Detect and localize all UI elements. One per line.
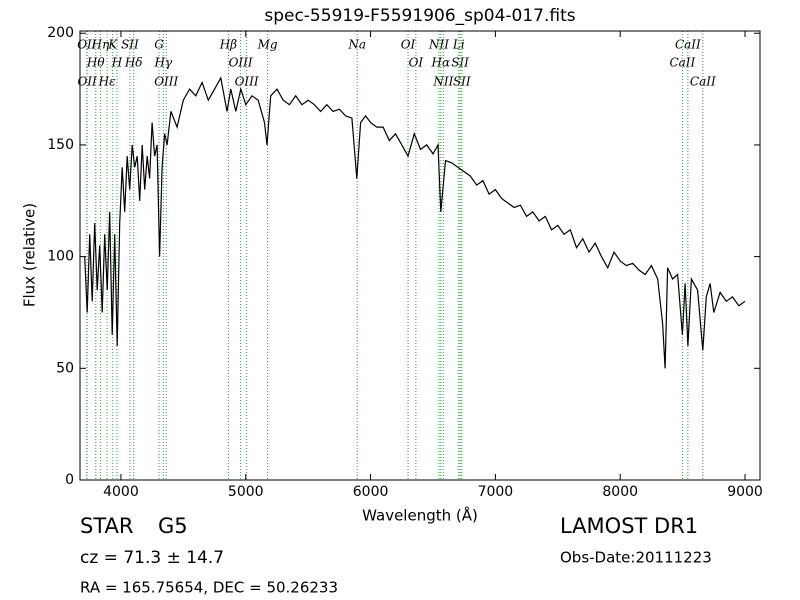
y-tick-label: 200 <box>47 25 74 41</box>
spectral-line-label: OI <box>409 56 424 70</box>
plot-frame <box>79 30 761 481</box>
x-tick-label: 7000 <box>478 484 514 500</box>
survey-label: LAMOST DR1 <box>560 514 698 538</box>
spectral-line-label: CaII <box>669 56 695 70</box>
spectral-line-label: Hθ <box>86 56 105 70</box>
spectral-line-label: K <box>107 38 118 52</box>
spectral-line-label: Hα <box>431 56 451 70</box>
spectral-line-label: Hβ <box>219 38 237 52</box>
y-axis-label: Flux (relative) <box>21 203 39 307</box>
y-tick-label: 0 <box>65 472 74 488</box>
spectral-line-label: Mg <box>257 38 278 52</box>
y-tick-label: 100 <box>47 249 74 265</box>
spectral-line-label: SII <box>451 56 469 70</box>
spectral-line-label: OII <box>77 38 97 52</box>
y-tick-label: 150 <box>47 137 74 153</box>
x-tick-label: 6000 <box>353 484 389 500</box>
spectral-line-label: NII <box>432 75 453 89</box>
spectral-line-label: OII <box>77 75 97 89</box>
spectral-line-label: OIII <box>229 56 253 70</box>
chart-title: spec-55919-F5591906_sp04-017.fits <box>264 6 575 26</box>
x-tick-label: 9000 <box>727 484 763 500</box>
x-tick-label: 4000 <box>103 484 139 500</box>
spectral-line-label: G <box>154 38 164 52</box>
x-tick-label: 5000 <box>228 484 264 500</box>
subclass-label: G5 <box>158 514 188 538</box>
spectral-line-label: H <box>111 56 123 70</box>
spectral-line-label: NII <box>428 38 449 52</box>
spectral-line-label: Na <box>347 38 366 52</box>
spectral-line-label: Hγ <box>154 56 173 70</box>
spectral-line-label: OI <box>401 38 416 52</box>
spectral-line-label: Hε <box>98 75 116 89</box>
class-label: STAR <box>80 514 133 538</box>
spectrum-line <box>84 76 746 369</box>
spectral-line-label: SII <box>453 75 471 89</box>
obs-date: Obs-Date:20111223 <box>560 549 712 567</box>
redshift-text: cz = 71.3 ± 14.7 <box>80 548 224 568</box>
x-tick-label: 8000 <box>602 484 638 500</box>
spectral-line-label: OIII <box>235 75 259 89</box>
spectral-line-label: Hη <box>91 38 110 52</box>
y-tick-label: 50 <box>56 360 74 376</box>
spectral-line-label: SII <box>121 38 139 52</box>
spectral-line-label: OIII <box>154 75 178 89</box>
spectral-line-label: CaII <box>675 38 701 52</box>
x-axis-label: Wavelength (Å) <box>362 506 478 525</box>
spectral-line-label: Li <box>452 38 465 52</box>
spectral-line-label: Hδ <box>124 56 143 70</box>
coords-text: RA = 165.75654, DEC = 50.26233 <box>80 579 338 597</box>
spectral-line-label: CaII <box>690 75 716 89</box>
